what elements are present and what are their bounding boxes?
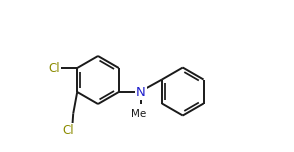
Text: Me: Me — [131, 109, 146, 119]
Text: Cl: Cl — [48, 62, 60, 74]
Text: N: N — [136, 85, 146, 98]
Text: Cl: Cl — [62, 124, 74, 137]
